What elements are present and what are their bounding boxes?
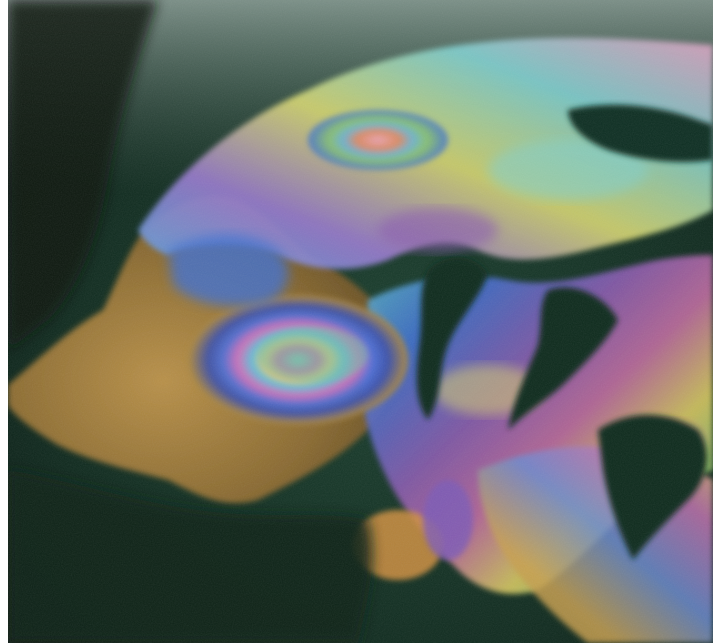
photo-grain xyxy=(8,0,713,643)
oil-slick-photo xyxy=(8,0,713,643)
oil-slick-illustration xyxy=(8,0,713,643)
